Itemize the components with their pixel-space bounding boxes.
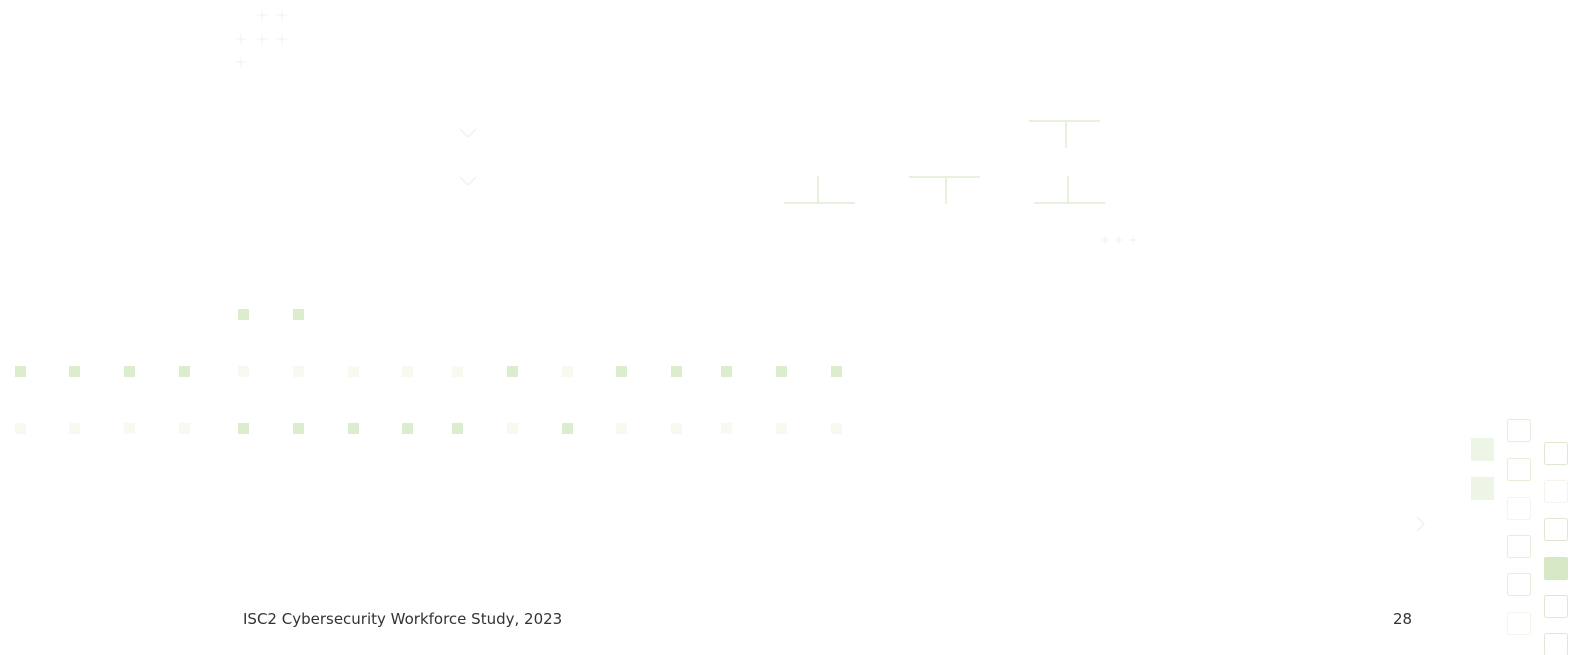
dot [671,366,682,377]
dot [348,366,359,377]
dot [402,423,413,434]
box-outline [1507,497,1531,520]
dot [69,366,80,377]
dot [179,366,190,377]
box-filled [1471,438,1494,461]
box-outline [1507,419,1531,442]
plus-icon [236,34,246,44]
dot [507,366,518,377]
dot [238,423,249,434]
plus-icon [257,10,267,20]
dot [179,423,190,434]
dot [293,309,304,320]
plus-marks-top-left [236,10,287,67]
dot [15,423,26,434]
connector-t-bottom [1034,176,1105,204]
dot [124,366,135,377]
plus-icon [277,10,287,20]
box-outline [1507,535,1531,558]
dot [293,423,304,434]
chevron-right-icon [1416,516,1426,532]
dot [15,366,26,377]
dot [616,423,627,434]
dot [831,366,842,377]
dot [452,366,463,377]
connector-lines [784,120,1105,204]
plus-marks-mid-right [1101,236,1137,244]
plus-icon [236,57,246,67]
dot [721,423,732,434]
dot [776,423,787,434]
dot [238,366,249,377]
box-outline [1507,612,1531,635]
box-outline [1507,573,1531,596]
box-outline [1544,595,1568,618]
dot [776,366,787,377]
box-filled [1471,477,1494,500]
dot [721,366,732,377]
dot [69,423,80,434]
page-number: 28 [1393,610,1413,628]
dot [293,366,304,377]
box-cluster [1471,419,1568,655]
connector-t-top [1029,120,1100,148]
plus-icon [277,34,287,44]
dot [238,309,249,320]
dot [402,366,413,377]
dot [124,423,135,434]
plus-icon [1115,236,1123,244]
chevron-marks [459,128,1426,532]
plus-icon [1129,236,1137,244]
chevron-down-icon [459,128,477,139]
dot [831,423,842,434]
plus-icon [1101,236,1109,244]
dot [348,423,359,434]
dot [562,366,573,377]
box-outline [1544,480,1568,503]
dot-grid [15,309,842,434]
plus-icon [257,34,267,44]
connector-t-bottom [784,176,855,204]
dot [507,423,518,434]
box-outline [1544,442,1568,465]
connector-t-top [909,176,980,204]
dot [452,423,463,434]
dot [671,423,682,434]
box-outline [1544,633,1568,655]
box-outline [1544,518,1568,541]
chevron-down-icon [459,176,477,187]
footer-report-title: ISC2 Cybersecurity Workforce Study, 2023 [243,610,563,628]
dot [616,366,627,377]
box-outline [1507,458,1531,481]
dot [562,423,573,434]
box-filled [1544,557,1568,580]
